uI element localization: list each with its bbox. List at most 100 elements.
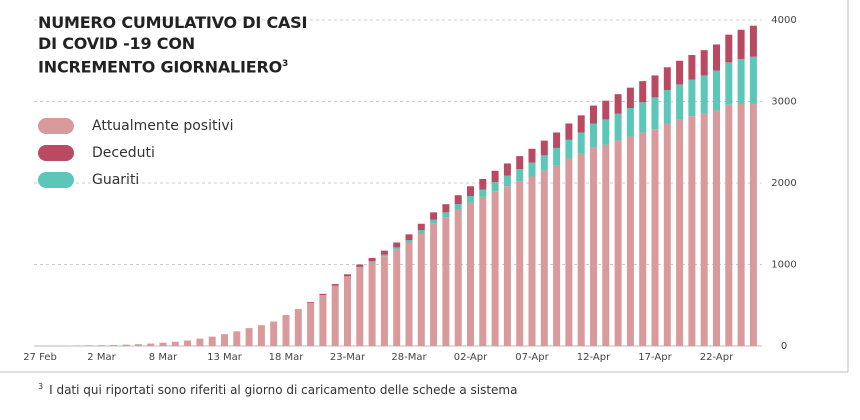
bar-segment bbox=[159, 342, 167, 346]
x-tick-label: 8 Mar bbox=[149, 352, 178, 363]
bar-segment bbox=[393, 242, 401, 248]
title-line: DI COVID -19 CON bbox=[38, 34, 195, 53]
bar-segment bbox=[614, 140, 622, 346]
bar-segment bbox=[245, 328, 253, 346]
y-tick-label: 0 bbox=[781, 341, 787, 352]
bar-segment bbox=[368, 261, 376, 263]
bar-segment bbox=[356, 264, 364, 267]
bar-segment bbox=[516, 181, 524, 346]
bar-segment bbox=[725, 62, 733, 105]
bar-segment bbox=[577, 153, 585, 346]
bar-segment bbox=[294, 309, 302, 346]
bar-segment bbox=[147, 343, 155, 346]
title-line: NUMERO CUMULATIVO DI CASI bbox=[38, 13, 308, 32]
bar-segment bbox=[725, 104, 733, 346]
bar-segment bbox=[393, 247, 401, 250]
bar-segment bbox=[626, 87, 634, 109]
bar-segment bbox=[614, 113, 622, 141]
bar-segment bbox=[540, 140, 548, 156]
bar-segment bbox=[700, 75, 708, 114]
bar-segment bbox=[626, 136, 634, 346]
legend-label: Attualmente positivi bbox=[92, 117, 234, 134]
bar-segment bbox=[590, 147, 597, 346]
bar-segment bbox=[528, 176, 536, 346]
bar-segment bbox=[602, 144, 610, 346]
bar-segment bbox=[577, 132, 585, 154]
bar-segment bbox=[417, 230, 425, 234]
legend-item: Attualmente positivi bbox=[38, 112, 234, 139]
bar-segment bbox=[356, 267, 364, 346]
x-tick-label: 07-Apr bbox=[515, 352, 549, 363]
bar-segment bbox=[737, 29, 745, 60]
bar-segment bbox=[503, 163, 511, 176]
y-tick-label: 1000 bbox=[771, 260, 796, 271]
bar-segment bbox=[417, 223, 425, 231]
bar-segment bbox=[737, 59, 745, 104]
bar-segment bbox=[553, 165, 561, 346]
bar-segment bbox=[688, 79, 696, 117]
bar-segment bbox=[528, 148, 536, 163]
bar-segment bbox=[688, 116, 696, 346]
bar-segment bbox=[196, 338, 204, 346]
bar-segment bbox=[503, 186, 511, 346]
bar-segment bbox=[725, 34, 733, 63]
y-tick-label: 4000 bbox=[771, 15, 796, 26]
legend-label: Deceduti bbox=[92, 144, 155, 161]
bar-segment bbox=[479, 178, 487, 190]
bar-segment bbox=[651, 97, 659, 130]
bar-segment bbox=[270, 321, 278, 346]
bar-segment bbox=[479, 196, 487, 346]
bar-segment bbox=[442, 212, 450, 218]
bar-segment bbox=[700, 50, 708, 76]
y-tick-label: 2000 bbox=[771, 178, 796, 189]
bar-segment bbox=[737, 103, 745, 346]
legend-swatch bbox=[38, 171, 74, 188]
x-tick-label: 2 Mar bbox=[87, 352, 116, 363]
bar-segment bbox=[442, 204, 450, 213]
bar-segment bbox=[749, 56, 757, 104]
bar-segment bbox=[503, 175, 511, 187]
bar-segment bbox=[454, 209, 462, 346]
bar-segment bbox=[602, 119, 610, 145]
footnote: 3 I dati qui riportati sono riferiti al g… bbox=[38, 382, 517, 397]
bar-segment bbox=[676, 119, 684, 347]
bar-segment bbox=[442, 217, 450, 346]
bar-segment bbox=[417, 233, 425, 346]
bar-segment bbox=[430, 212, 438, 220]
title-line: INCREMENTO GIORNALIERO3 bbox=[38, 54, 307, 77]
footnote-mark: 3 bbox=[38, 382, 44, 391]
bar-segment bbox=[221, 334, 228, 346]
x-tick-label: 02-Apr bbox=[454, 352, 488, 363]
bar-segment bbox=[516, 169, 524, 182]
title-note: 3 bbox=[282, 59, 289, 69]
bar-segment bbox=[134, 344, 142, 346]
bar-segment bbox=[467, 202, 474, 346]
legend-swatch bbox=[38, 117, 74, 134]
bar-segment bbox=[713, 70, 720, 111]
bar-segment bbox=[639, 102, 647, 133]
bar-segment bbox=[713, 110, 720, 346]
footnote-text: I dati qui riportati sono riferiti al gi… bbox=[49, 383, 518, 397]
bar-segment bbox=[467, 196, 474, 203]
bar-segment bbox=[356, 266, 364, 268]
bar-segment bbox=[393, 249, 401, 346]
bar-segment bbox=[454, 204, 462, 210]
bar-segment bbox=[430, 219, 438, 224]
bar-segment bbox=[233, 331, 241, 346]
bar-segment bbox=[528, 162, 536, 177]
title-line-text: INCREMENTO GIORNALIERO bbox=[38, 57, 283, 77]
bar-segment bbox=[565, 139, 573, 159]
bar-segment bbox=[639, 81, 647, 103]
legend: Attualmente positivi Deceduti Guariti bbox=[38, 112, 234, 193]
x-tick-label: 18 Mar bbox=[269, 352, 305, 363]
bar-segment bbox=[479, 189, 487, 197]
bar-segment bbox=[380, 254, 388, 257]
bar-segment bbox=[700, 113, 708, 346]
bar-segment bbox=[688, 55, 696, 80]
bar-segment bbox=[749, 25, 757, 57]
bar-segment bbox=[590, 123, 597, 148]
bar-segment bbox=[319, 293, 327, 296]
bar-segment bbox=[663, 123, 671, 346]
bar-segment bbox=[208, 336, 216, 346]
